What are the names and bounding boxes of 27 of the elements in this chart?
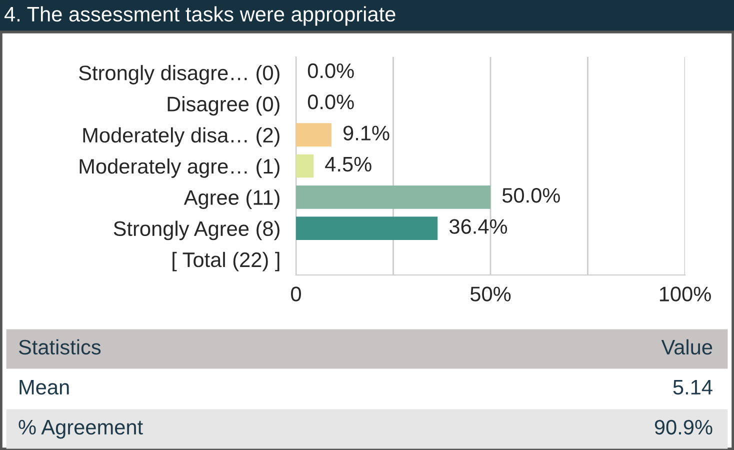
y-tick-label: Strongly disagre… (0) xyxy=(79,65,280,84)
chart-title: 4. The assessment tasks were appropriate xyxy=(4,6,396,26)
data-label: 9.1% xyxy=(343,126,390,140)
data-label: 0.0% xyxy=(308,63,354,78)
y-tick-label: Moderately disa… (2) xyxy=(83,127,280,147)
y-tick-label: Strongly Agree (8) xyxy=(114,220,280,240)
text: 5.14 xyxy=(673,380,712,395)
text: 90.9% xyxy=(654,420,712,435)
x-tick-label: 0 xyxy=(291,286,301,302)
bar xyxy=(296,123,332,147)
data-label: 0.0% xyxy=(308,94,354,110)
data-label: 4.5% xyxy=(325,156,372,172)
text: Mean xyxy=(20,380,69,395)
y-tick-label: Moderately agre… (1) xyxy=(80,158,280,178)
y-tick-label: Agree (11) xyxy=(184,190,280,210)
y-tick-label: Disagree (0) xyxy=(168,96,280,116)
text: Statistics xyxy=(18,339,101,355)
data-label: 36.4% xyxy=(450,219,508,234)
x-tick-label: 50% xyxy=(470,286,511,302)
bar xyxy=(296,216,438,240)
bar xyxy=(296,185,490,209)
bar xyxy=(296,154,314,178)
x-tick-label: 100% xyxy=(660,286,711,302)
text: Value xyxy=(661,339,712,355)
y-tick-label: [ Total (22) ] xyxy=(172,252,280,272)
text: % Agreement xyxy=(18,420,143,439)
data-label: 50.0% xyxy=(502,188,560,203)
